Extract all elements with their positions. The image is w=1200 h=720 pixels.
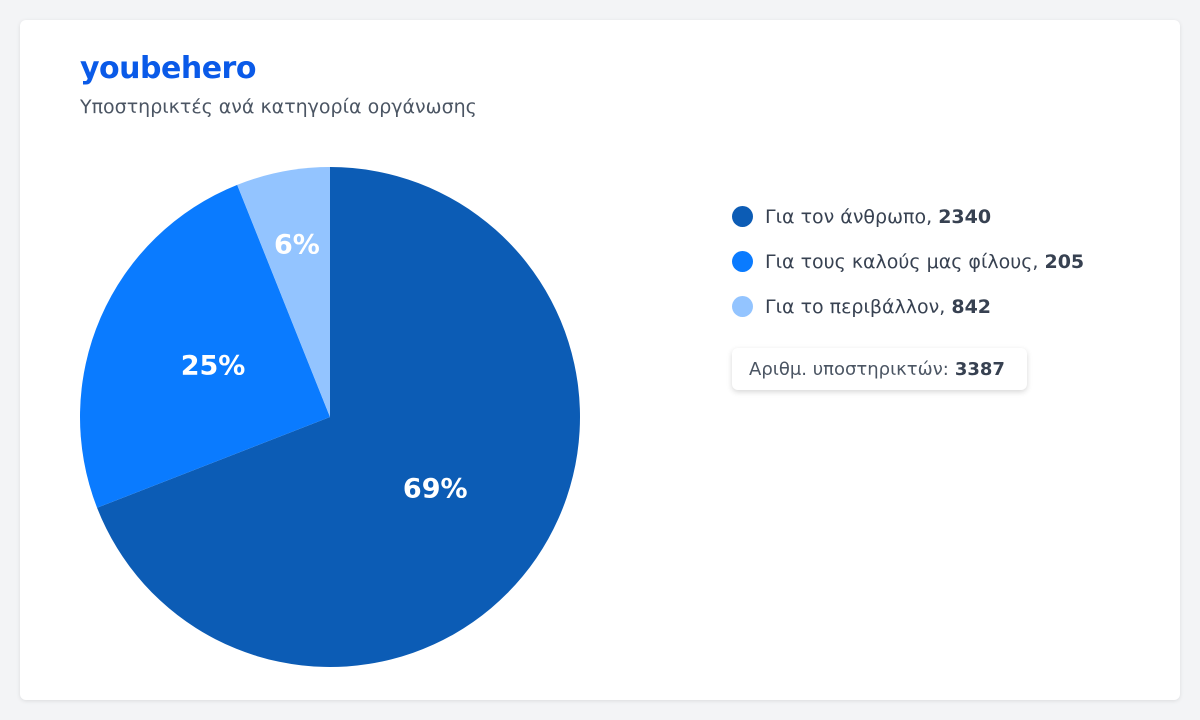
legend-item: Για τον άνθρωπο, 2340 xyxy=(732,194,1084,239)
legend-label-text: Για τους καλούς μας φίλους, xyxy=(765,250,1039,273)
pie-slice xyxy=(79,184,330,508)
legend-label-text: Για τον άνθρωπο, xyxy=(765,205,933,228)
pie-slice-percent-label: 69% xyxy=(403,473,468,504)
pie-slice xyxy=(97,167,581,667)
total-label: Αριθμ. υποστηρικτών: xyxy=(749,358,949,380)
legend-value: 842 xyxy=(951,295,992,318)
brand-logo-text: youbehero xyxy=(80,50,256,86)
chart-subtitle: Υποστηρικτές ανά κατηγορία οργάνωσης xyxy=(80,96,477,118)
total-value: 3387 xyxy=(954,358,1005,380)
pie-slice xyxy=(237,167,330,417)
brand-logo: youbehero xyxy=(80,48,256,88)
legend-label: Για το περιβάλλον, 842 xyxy=(765,296,991,318)
legend-value: 2340 xyxy=(938,205,992,228)
legend-label: Για τους καλούς μας φίλους, 205 xyxy=(765,251,1084,273)
legend-item: Για το περιβάλλον, 842 xyxy=(732,284,1084,329)
legend-label: Για τον άνθρωπο, 2340 xyxy=(765,206,991,228)
legend-dot xyxy=(732,251,753,272)
legend-dot xyxy=(732,206,753,227)
total-supporters-badge: Αριθμ. υποστηρικτών: 3387 xyxy=(732,348,1027,390)
pie-slice-percent-label: 6% xyxy=(274,230,320,261)
legend-item: Για τους καλούς μας φίλους, 205 xyxy=(732,239,1084,284)
pie-chart: 69% 25% 6% xyxy=(79,167,581,667)
legend: Για τον άνθρωπο, 2340 Για τους καλούς μα… xyxy=(732,194,1084,329)
chart-card: 69% 25% 6% youbehero Υποστηρικτές ανά κατη… xyxy=(20,20,1180,700)
pie-slice-percent-label: 25% xyxy=(181,351,246,382)
legend-value: 205 xyxy=(1044,250,1085,273)
legend-label-text: Για το περιβάλλον, xyxy=(765,295,946,318)
legend-dot xyxy=(732,296,753,317)
